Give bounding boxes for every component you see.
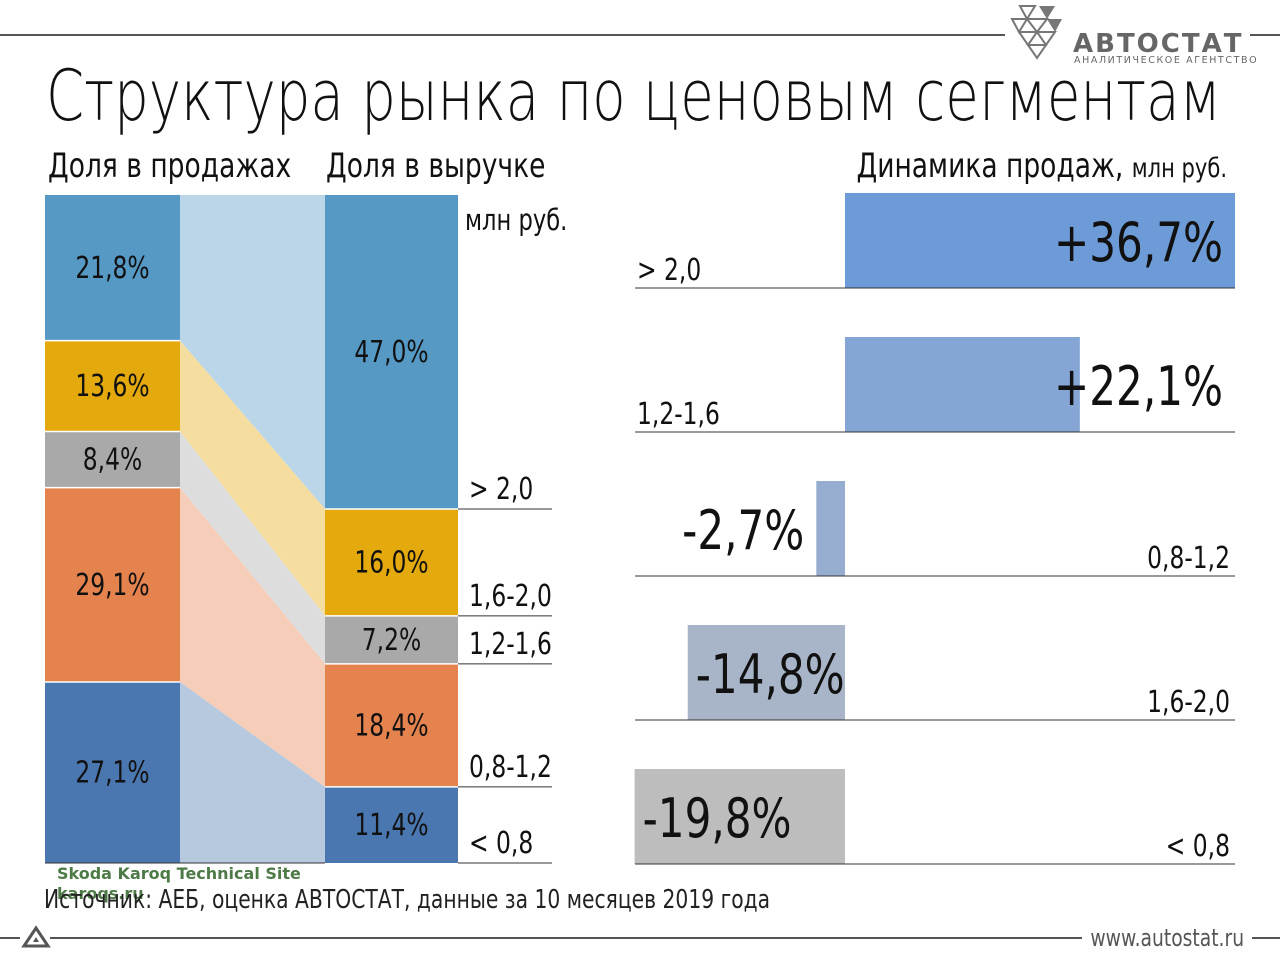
dynamics-category-label: > 2,0 bbox=[637, 253, 701, 288]
sales-share-bar bbox=[45, 681, 180, 863]
revenue-share-label: 47,0% bbox=[354, 335, 428, 370]
flow-band bbox=[180, 340, 325, 616]
dynamics-bar bbox=[845, 193, 1235, 288]
dynamics-category-label: < 0,8 bbox=[1166, 829, 1230, 864]
page-title: Структура рынка по ценовым сегментам bbox=[46, 55, 1221, 137]
dynamics-category-label: 1,2-1,6 bbox=[637, 397, 720, 432]
flow-band bbox=[180, 195, 325, 509]
revenue-share-label: 7,2% bbox=[362, 623, 421, 658]
revenue-share-bar bbox=[325, 508, 458, 616]
dynamics-category-label: 1,6-2,0 bbox=[1147, 685, 1230, 720]
revenue-share-bar bbox=[325, 195, 458, 509]
source-note: Источник: АЕБ, оценка АВТОСТАТ, данные з… bbox=[44, 885, 771, 915]
unit-label: млн руб. bbox=[465, 204, 567, 237]
sales-share-label: 29,1% bbox=[75, 568, 149, 603]
watermark: Skoda Karoq Technical Site karoqs.ru bbox=[57, 864, 301, 903]
sales-share-bar bbox=[45, 487, 180, 682]
revenue-share-bar bbox=[325, 615, 458, 664]
header-revenue-share: Доля в выручке bbox=[326, 146, 546, 186]
share-chart: 21,8% 47,0% > 2,0 13,6% 16,0% 1,6-2,0 8,4% 7,2%… bbox=[45, 195, 567, 864]
sales-share-bar bbox=[45, 431, 180, 488]
flow-band bbox=[180, 431, 325, 664]
dynamics-value-label: -14,8% bbox=[696, 644, 845, 706]
dynamics-value-label: -2,7% bbox=[682, 500, 804, 562]
dynamics-chart: > 2,0 +36,7% 1,2-1,6 +22,1% 0,8-1,2 -2,7% 1,6-… bbox=[634, 193, 1235, 865]
flow-band bbox=[180, 681, 325, 863]
dynamics-bar bbox=[687, 625, 845, 720]
revenue-share-label: 16,0% bbox=[354, 546, 428, 581]
sales-share-label: 21,8% bbox=[75, 251, 149, 286]
header-sales-share: Доля в продажах bbox=[48, 146, 292, 186]
price-segment-label: 1,6-2,0 bbox=[469, 579, 552, 614]
dynamics-value-label: +22,1% bbox=[1054, 356, 1223, 418]
sales-share-label: 27,1% bbox=[75, 756, 149, 791]
flow-band bbox=[180, 487, 325, 787]
price-segment-label: > 2,0 bbox=[469, 472, 533, 507]
price-segment-label: < 0,8 bbox=[469, 826, 533, 861]
sales-share-bar bbox=[45, 340, 180, 432]
dynamics-bar bbox=[816, 481, 845, 576]
site-url[interactable]: www.autostat.ru bbox=[1090, 924, 1244, 952]
autostat-logo-icon bbox=[1010, 5, 1062, 60]
revenue-share-label: 11,4% bbox=[354, 808, 428, 843]
sales-share-label: 13,6% bbox=[75, 369, 149, 404]
brand-name: АВТОСТАТ bbox=[1073, 29, 1244, 59]
dynamics-bar bbox=[634, 769, 845, 864]
revenue-share-bar bbox=[325, 663, 458, 787]
revenue-share-bar bbox=[325, 786, 458, 863]
revenue-share-label: 18,4% bbox=[354, 709, 428, 744]
sales-share-bar bbox=[45, 195, 180, 341]
sales-share-label: 8,4% bbox=[83, 443, 142, 478]
dynamics-value-label: +36,7% bbox=[1054, 212, 1223, 274]
dynamics-bar bbox=[845, 337, 1080, 432]
footer-triangle-icon bbox=[21, 925, 51, 948]
price-segment-label: 0,8-1,2 bbox=[469, 750, 552, 785]
dynamics-category-label: 0,8-1,2 bbox=[1147, 541, 1230, 576]
price-segment-label: 1,2-1,6 bbox=[469, 627, 552, 662]
brand-tagline: АНАЛИТИЧЕСКОЕ АГЕНТСТВО bbox=[1074, 55, 1259, 66]
dynamics-value-label: -19,8% bbox=[643, 788, 792, 850]
header-dynamics: Динамика продаж, млн руб. bbox=[856, 146, 1227, 186]
